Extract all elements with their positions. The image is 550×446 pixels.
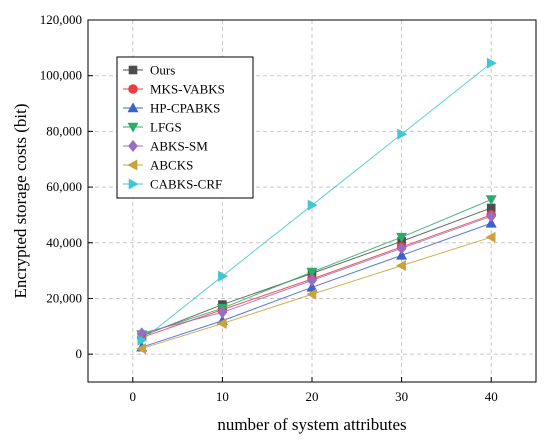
data-point [485,231,496,243]
series-line [141,222,492,348]
data-point [306,267,318,278]
data-point [397,128,408,140]
y-tick-label: 20,000 [46,290,82,305]
legend-marker [127,122,139,133]
legend-marker [127,102,139,113]
series-layer [136,57,497,355]
legend-label: MKS-VABKS [150,82,225,97]
data-point [216,318,227,330]
x-axis-title: number of system attributes [217,415,406,434]
legend-label: ABKS-SM [150,139,208,154]
data-point [137,334,148,346]
legend-label: Ours [150,63,175,78]
legend-entry: ABKS-SM [123,139,208,154]
data-point [396,249,408,260]
data-point [395,260,406,272]
legend-label: CABKS-CRF [150,177,222,192]
data-point [485,217,497,228]
series-1 [136,210,497,343]
legend-marker [128,140,138,152]
axis-ticks: 0 10 20 30 40 0 20,000 40,000 60,000 80,000 100,00… [40,12,498,404]
y-tick-label: 60,000 [46,179,82,194]
legend-entry: MKS-VABKS [123,82,225,97]
series-2 [136,217,497,352]
legend: Ours MKS-VABKS HP-CPABKS LFGS ABKS-SM ABCKS… [116,56,254,199]
y-tick-label: 0 [76,346,83,361]
data-point [136,343,147,355]
data-point [396,232,408,243]
x-tick-label: 30 [395,389,408,404]
legend-marker [128,84,138,94]
series-line [141,207,492,337]
data-point [306,288,317,300]
series-6 [137,57,497,346]
series-line [141,214,492,338]
data-point [486,57,497,69]
y-axis-title: Encrypted storage costs (bit) [11,104,30,299]
data-point [485,195,497,206]
y-tick-label: 120,000 [40,12,82,27]
series-3 [136,195,497,341]
legend-entry: Ours [123,63,175,78]
legend-marker [128,65,138,75]
data-point [396,242,407,255]
series-line [141,199,492,336]
x-tick-label: 40 [485,389,498,404]
legend-entry: LFGS [123,120,182,135]
legend-entry: HP-CPABKS [123,101,220,116]
x-tick-label: 20 [306,389,319,404]
data-point [218,270,229,282]
data-point [307,199,318,211]
data-point [217,306,228,319]
y-tick-label: 100,000 [40,68,82,83]
legend-label: ABCKS [150,158,193,173]
legend-entry: ABCKS [123,158,193,173]
series-line [141,236,492,350]
x-tick-label: 10 [216,389,229,404]
y-tick-label: 40,000 [46,235,82,250]
series-4 [136,210,497,340]
x-tick-label: 0 [130,389,137,404]
legend-label: LFGS [150,120,182,135]
legend-entry: CABKS-CRF [123,177,222,192]
series-5 [136,231,496,355]
legend-marker [127,159,138,171]
series-0 [137,203,496,341]
data-point [486,210,497,223]
data-point [307,274,317,287]
y-tick-label: 80,000 [46,123,82,138]
legend-marker [128,178,139,190]
legend-label: HP-CPABKS [150,101,220,116]
